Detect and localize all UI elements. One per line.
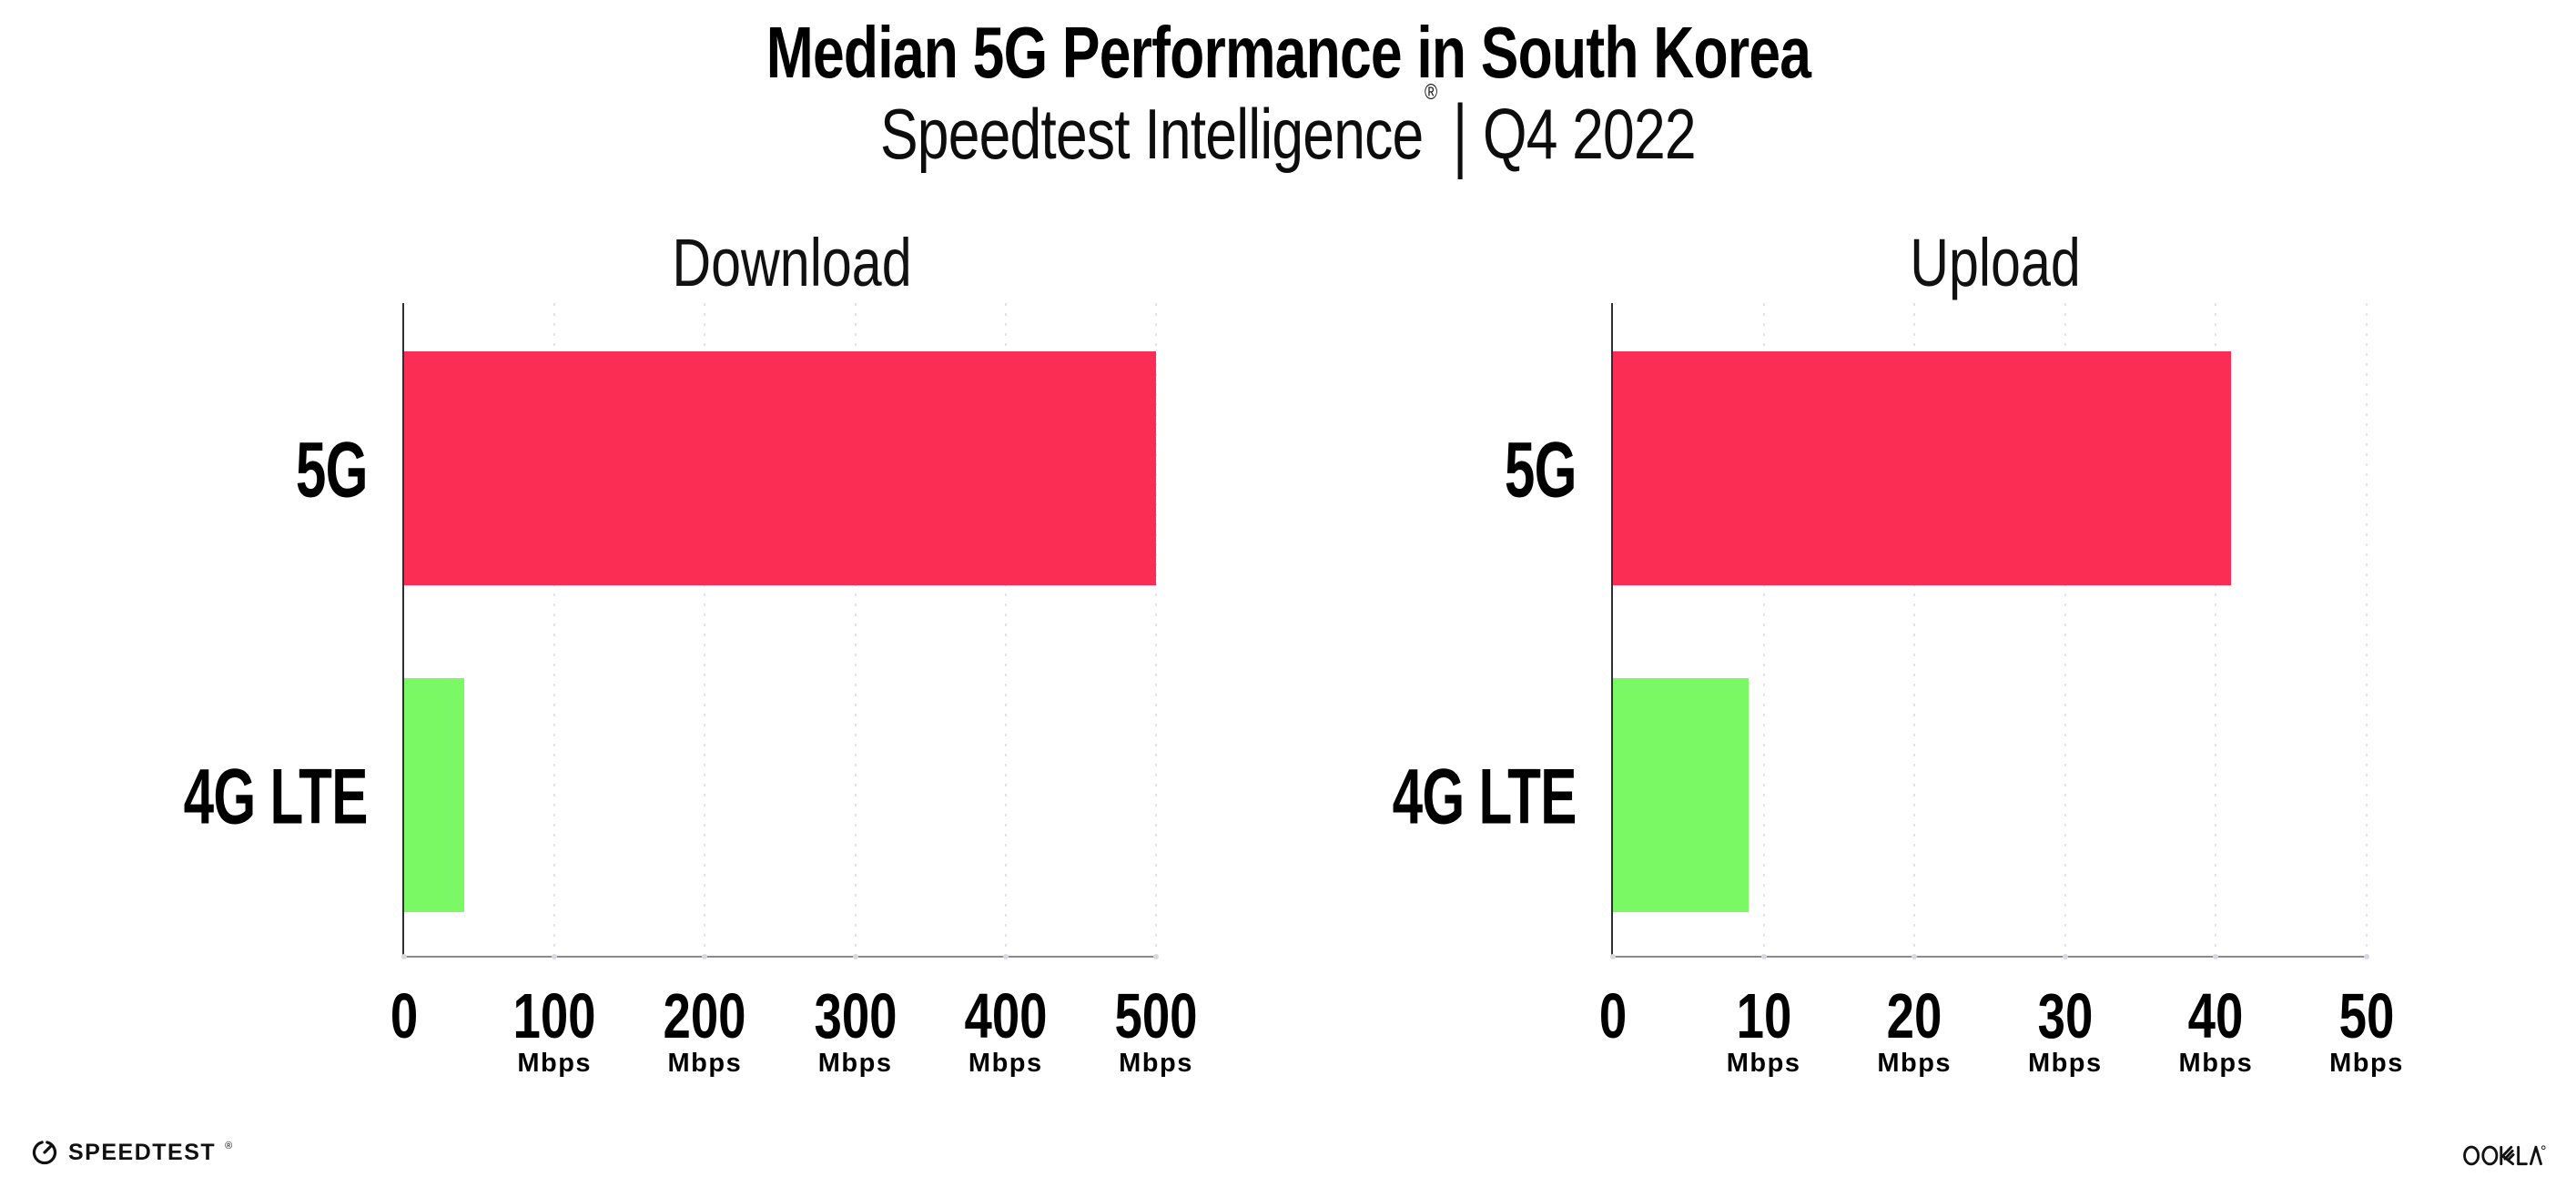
category-label-text: 4G LTE	[1392, 753, 1577, 841]
y-axis-line	[402, 303, 404, 959]
x-tick-unit: Mbps	[1726, 1049, 1801, 1078]
x-tick-unit: Mbps	[2027, 1049, 2103, 1078]
axis-tick-dot	[401, 954, 407, 959]
x-tick-label: 40 Mbps	[2178, 980, 2254, 1078]
gridline	[854, 303, 857, 957]
x-tick-value: 0	[1598, 980, 1628, 1051]
x-tick-label: 400 Mbps	[952, 980, 1059, 1078]
x-tick-value: 200	[663, 980, 746, 1051]
gridline	[2366, 303, 2368, 957]
x-tick-label: 50 Mbps	[2329, 980, 2404, 1078]
x-tick-label: 300 Mbps	[802, 980, 908, 1078]
ookla-logo	[2462, 1140, 2546, 1175]
axis-tick-dot	[1002, 954, 1009, 959]
speedtest-trademark: ®	[225, 1141, 233, 1151]
category-label: 4G LTE	[1313, 753, 1577, 843]
axis-tick-dot	[1760, 954, 1767, 959]
y-axis-line	[1611, 303, 1613, 959]
axis-tick-dot	[2213, 954, 2219, 959]
category-label-text: 5G	[296, 426, 369, 514]
chart-title-text: Upload	[1910, 225, 2081, 300]
x-tick-unit: Mbps	[1119, 1049, 1193, 1078]
x-tick-unit: Mbps	[817, 1049, 893, 1078]
x-tick-unit: Mbps	[667, 1049, 743, 1078]
x-tick-label: 200 Mbps	[652, 980, 758, 1078]
bar-5g-download	[404, 351, 1156, 585]
page-subtitle: Speedtest Intelligence® | Q4 2022	[0, 80, 2576, 180]
gridline	[1155, 303, 1157, 957]
x-tick-value: 0	[390, 980, 419, 1051]
x-tick-unit: Mbps	[2178, 1049, 2254, 1078]
x-tick-label: 500 Mbps	[1103, 980, 1210, 1078]
x-tick-label: 10 Mbps	[1726, 980, 1801, 1078]
axis-tick-dot	[552, 954, 558, 959]
x-tick-unit: Mbps	[1877, 1049, 1952, 1078]
x-tick-unit: Mbps	[517, 1049, 593, 1078]
gridline	[553, 303, 556, 957]
category-label-text: 5G	[1505, 426, 1577, 514]
axis-tick-dot	[1153, 954, 1159, 959]
gridline	[1762, 303, 1765, 957]
speedtest-wordmark: SPEEDTEST	[68, 1139, 217, 1165]
x-tick-value: 400	[964, 980, 1048, 1051]
x-tick-label: 30 Mbps	[2027, 980, 2103, 1078]
x-tick-value: 10	[1736, 980, 1791, 1051]
gridline	[2064, 303, 2066, 957]
ookla-wordmark	[2463, 1145, 2546, 1166]
category-label: 5G	[265, 426, 369, 516]
category-label: 4G LTE	[105, 753, 369, 843]
registered-mark: ®	[1425, 80, 1437, 105]
gridline	[1004, 303, 1007, 957]
x-tick-label: 20 Mbps	[1877, 980, 1952, 1078]
chart-title-download: Download	[642, 224, 941, 301]
page-title-text: Median 5G Performance in South Korea	[766, 12, 1810, 93]
axis-tick-dot	[852, 954, 858, 959]
speedtest-logo: SPEEDTEST ®	[30, 1138, 232, 1167]
bar-4g-lte-upload	[1613, 678, 1749, 912]
chart-title-text: Download	[672, 225, 912, 300]
subtitle-separator: |	[1453, 87, 1467, 180]
axis-tick-dot	[1912, 954, 1918, 959]
axis-tick-dot	[1610, 954, 1616, 959]
bar-4g-lte-download	[404, 678, 464, 912]
gridline	[2215, 303, 2217, 957]
x-axis-line	[402, 956, 1156, 958]
x-tick-value: 100	[512, 980, 596, 1051]
x-tick-unit: Mbps	[968, 1049, 1043, 1078]
axis-tick-dot	[2062, 954, 2068, 959]
x-axis-line	[1611, 956, 2367, 958]
category-label: 5G	[1474, 426, 1577, 516]
gridline	[1913, 303, 1916, 957]
x-tick-label: 0	[387, 980, 422, 1051]
x-tick-value: 500	[1114, 980, 1198, 1051]
category-label-text: 4G LTE	[183, 753, 369, 841]
page-title: Median 5G Performance in South Korea	[0, 11, 2576, 95]
x-tick-value: 50	[2338, 980, 2395, 1051]
x-tick-value: 300	[814, 980, 898, 1051]
page-subtitle-text: Speedtest Intelligence® | Q4 2022	[880, 80, 1697, 180]
chart-title-upload: Upload	[1889, 224, 2103, 301]
x-tick-label: 100 Mbps	[502, 980, 608, 1078]
x-tick-unit: Mbps	[2329, 1049, 2404, 1078]
subtitle-period: Q4 2022	[1483, 94, 1697, 174]
bar-5g-upload	[1613, 351, 2231, 585]
x-tick-value: 20	[1886, 980, 1942, 1051]
x-tick-value: 40	[2188, 980, 2244, 1051]
axis-tick-dot	[702, 954, 708, 959]
x-tick-label: 0	[1596, 980, 1631, 1051]
x-tick-value: 30	[2037, 980, 2094, 1051]
subtitle-brand: Speedtest Intelligence	[880, 94, 1424, 174]
speedtest-gauge-icon	[32, 1141, 57, 1165]
axis-tick-dot	[2364, 954, 2369, 959]
gridline	[704, 303, 706, 957]
